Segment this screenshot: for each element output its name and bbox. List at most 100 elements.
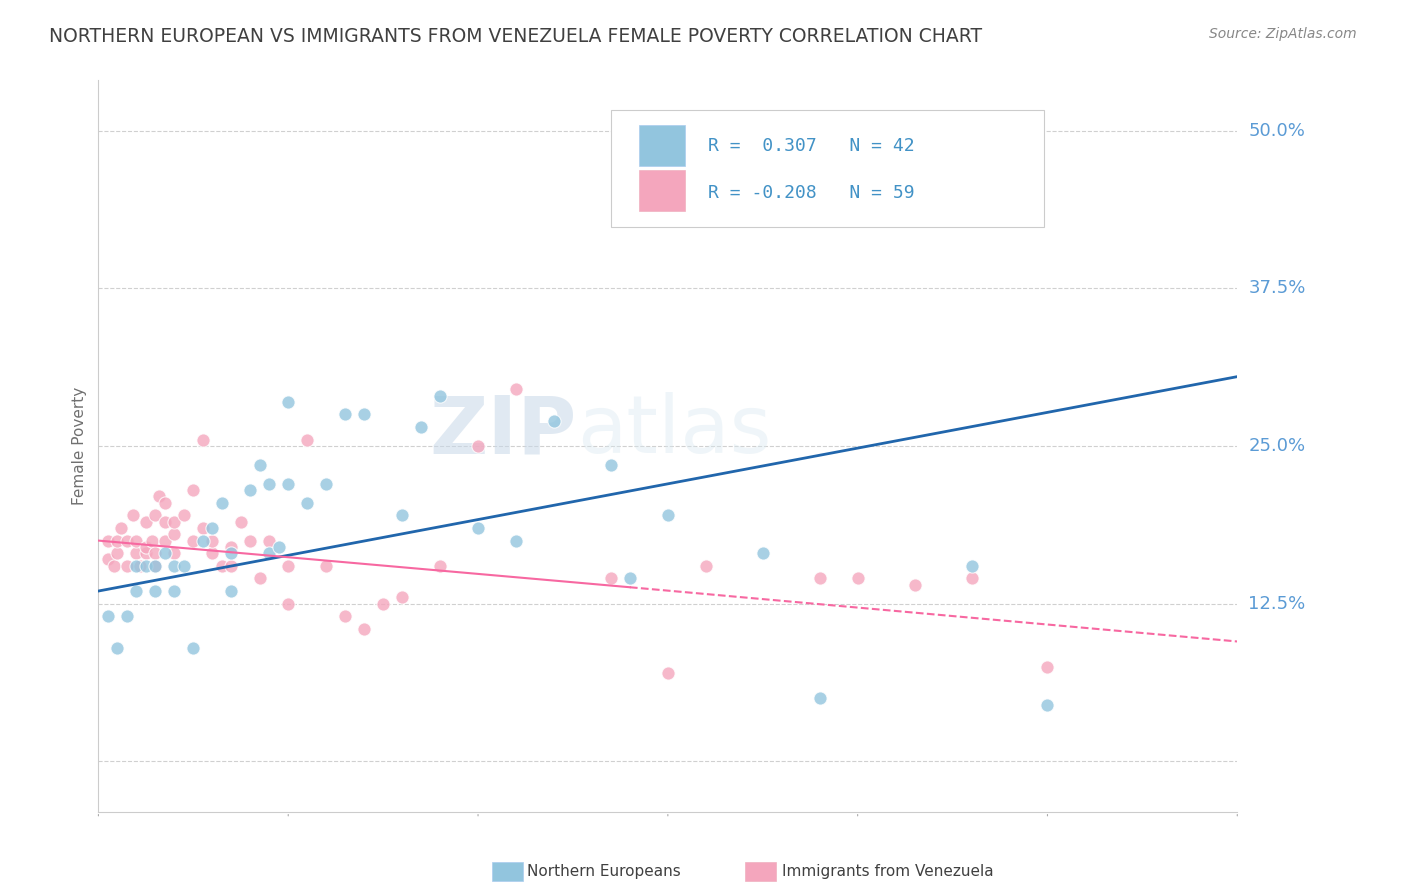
Point [429, 558, 451, 573]
Point [183, 640, 205, 655]
Text: Source: ZipAtlas.com: Source: ZipAtlas.com [1209, 27, 1357, 41]
Point [173, 508, 195, 523]
Point [600, 571, 623, 585]
Point [259, 533, 281, 548]
Point [695, 558, 717, 573]
Point [129, 558, 152, 573]
Point [125, 558, 148, 573]
Text: 25.0%: 25.0% [1249, 437, 1306, 455]
Point [103, 558, 125, 573]
Point [141, 533, 163, 548]
Point [277, 597, 299, 611]
Point [191, 533, 214, 548]
Point [183, 483, 205, 497]
Point [145, 508, 167, 523]
Point [145, 546, 167, 560]
Point [297, 496, 319, 510]
Point [163, 515, 186, 529]
Point [201, 546, 224, 560]
Point [145, 584, 167, 599]
Point [163, 584, 186, 599]
Point [153, 515, 176, 529]
Point [115, 533, 138, 548]
Point [259, 476, 281, 491]
Point [808, 571, 831, 585]
Point [239, 533, 262, 548]
Point [163, 546, 186, 560]
Point [808, 691, 831, 706]
Point [107, 533, 129, 548]
Point [391, 508, 413, 523]
Point [960, 571, 983, 585]
FancyBboxPatch shape [640, 125, 685, 166]
Point [153, 533, 176, 548]
Point [135, 540, 157, 554]
Point [201, 521, 224, 535]
Point [145, 558, 167, 573]
Point [600, 458, 623, 472]
Point [960, 558, 983, 573]
Point [353, 622, 375, 636]
Point [153, 546, 176, 560]
Point [148, 490, 170, 504]
Point [115, 558, 138, 573]
Point [145, 558, 167, 573]
Point [467, 521, 489, 535]
Point [543, 414, 565, 428]
Point [107, 546, 129, 560]
Point [110, 521, 132, 535]
Point [107, 640, 129, 655]
Point [125, 546, 148, 560]
Point [1036, 698, 1059, 712]
Point [391, 591, 413, 605]
Y-axis label: Female Poverty: Female Poverty [72, 387, 87, 505]
Point [153, 496, 176, 510]
Text: atlas: atlas [576, 392, 770, 470]
Text: Northern Europeans: Northern Europeans [527, 864, 681, 879]
Point [115, 609, 138, 624]
Point [135, 558, 157, 573]
Point [121, 508, 143, 523]
Point [335, 609, 357, 624]
Text: R = -0.208   N = 59: R = -0.208 N = 59 [707, 184, 914, 202]
Text: 12.5%: 12.5% [1249, 595, 1306, 613]
Point [135, 546, 157, 560]
Point [429, 388, 451, 402]
FancyBboxPatch shape [612, 110, 1043, 227]
Point [97, 552, 120, 566]
Point [221, 546, 243, 560]
Point [619, 571, 641, 585]
Point [97, 533, 120, 548]
Point [163, 527, 186, 541]
Point [335, 408, 357, 422]
Point [211, 496, 233, 510]
Text: Immigrants from Venezuela: Immigrants from Venezuela [782, 864, 994, 879]
Text: 50.0%: 50.0% [1249, 121, 1305, 140]
Point [173, 558, 195, 573]
Point [267, 540, 290, 554]
Point [657, 508, 679, 523]
Point [221, 584, 243, 599]
Point [183, 533, 205, 548]
FancyBboxPatch shape [640, 170, 685, 211]
Point [239, 483, 262, 497]
Point [904, 578, 927, 592]
Point [371, 597, 394, 611]
Point [505, 382, 527, 396]
Text: ZIP: ZIP [429, 392, 576, 470]
Point [467, 439, 489, 453]
Point [211, 558, 233, 573]
Point [135, 515, 157, 529]
Point [221, 540, 243, 554]
Point [221, 558, 243, 573]
Point [259, 546, 281, 560]
Point [315, 476, 337, 491]
Point [277, 558, 299, 573]
Point [297, 433, 319, 447]
Point [505, 533, 527, 548]
Point [846, 571, 869, 585]
Point [125, 533, 148, 548]
Point [249, 458, 271, 472]
Point [353, 408, 375, 422]
Point [191, 433, 214, 447]
